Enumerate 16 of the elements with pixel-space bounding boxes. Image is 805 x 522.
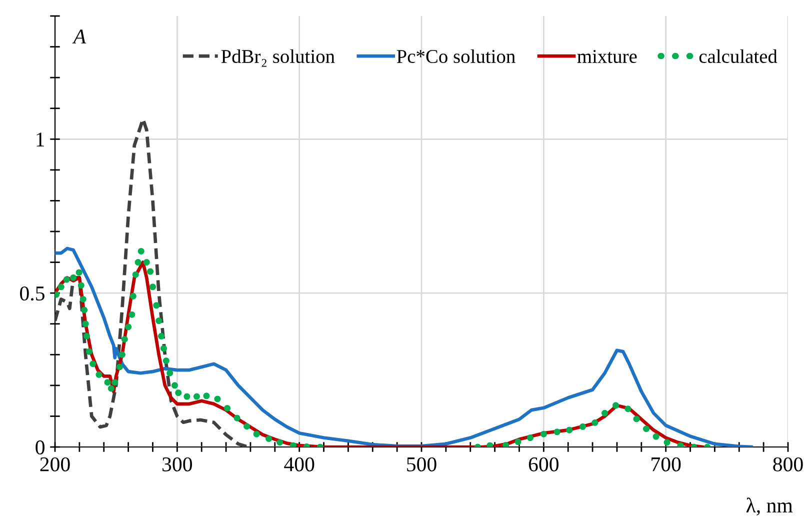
x-tick-label: 700 [652, 457, 681, 472]
y-axis-title: A [72, 30, 86, 44]
x-tick-label: 400 [284, 457, 314, 472]
y-tick-label: 0 [36, 440, 44, 454]
x-tick-label: 300 [162, 457, 192, 472]
legend-label: Pc*Co solution [396, 49, 516, 64]
x-tick-label: 800 [773, 457, 803, 472]
x-tick-label: 600 [528, 457, 558, 472]
legend-label: mixture [577, 50, 637, 64]
legend-label: calculated [699, 49, 778, 64]
x-tick-label: 500 [407, 457, 436, 472]
y-tick-label: 0.5 [20, 286, 44, 301]
x-axis-title: λ, nm [746, 498, 793, 516]
y-tick-label: 1 [36, 132, 44, 146]
x-tick-label: 200 [40, 457, 70, 472]
legend-label: PdBr₂ solution [221, 49, 335, 67]
